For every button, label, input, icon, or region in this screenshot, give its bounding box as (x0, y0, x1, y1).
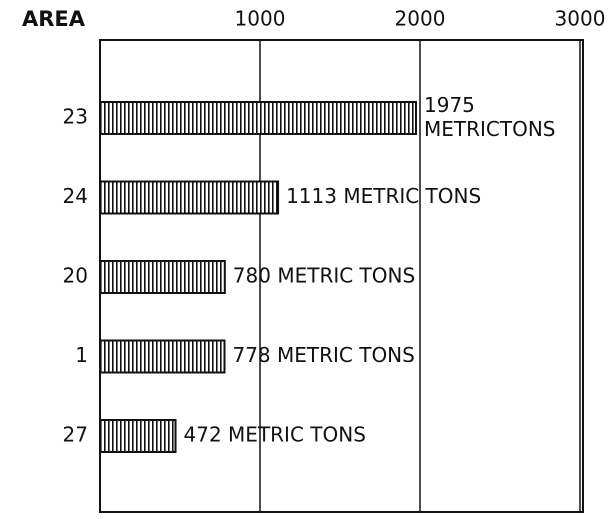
bar (99, 260, 226, 294)
value-label: 778 METRIC TONS (232, 343, 414, 367)
value-label: 780 METRIC TONS (233, 264, 415, 288)
bar (99, 339, 226, 374)
y-tick-label: 24 (63, 184, 88, 208)
bar (99, 180, 280, 215)
bar (99, 101, 417, 135)
x-tick-label: 2000 (395, 7, 446, 31)
y-tick-label: 27 (63, 423, 88, 447)
value-label: 1975 METRICTONS (424, 93, 555, 141)
x-tick-label: 1000 (235, 7, 286, 31)
value-label: 1113 METRIC TONS (286, 184, 481, 208)
value-label: 472 METRIC TONS (184, 423, 366, 447)
x-tick-label: 3000 (555, 7, 606, 31)
y-tick-label: 20 (63, 264, 88, 288)
y-axis-title: AREA (22, 7, 86, 31)
bar (99, 419, 177, 453)
y-tick-label: 1 (75, 343, 88, 367)
y-tick-label: 23 (63, 105, 88, 129)
